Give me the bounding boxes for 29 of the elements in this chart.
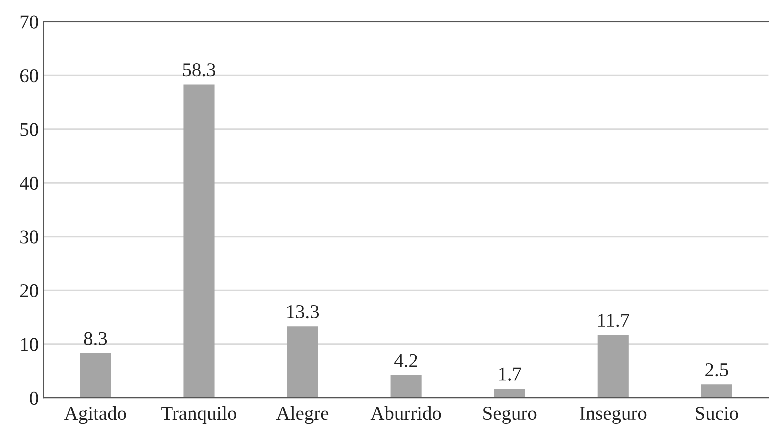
bar [494, 388, 526, 398]
bar [701, 384, 732, 398]
x-tick-label: Sucio [696, 407, 738, 420]
y-tick-label: 10 [21, 338, 38, 352]
y-tick-label: 50 [20, 123, 38, 136]
data-label: 4.2 [394, 354, 418, 368]
y-tick-label: 20 [20, 284, 38, 298]
bar [287, 326, 318, 398]
x-tick-label: Alegre [276, 406, 329, 424]
data-label: 8.3 [84, 332, 108, 346]
y-tick-label: 60 [20, 69, 38, 83]
data-label: 58.3 [183, 64, 216, 77]
data-label: 1.7 [499, 368, 522, 381]
x-tick-label: Inseguro [580, 407, 647, 424]
x-tick-label: Tranquilo [162, 406, 237, 424]
bar [390, 376, 422, 398]
bar [598, 335, 629, 398]
y-tick-label: 30 [20, 230, 38, 244]
y-tick-label: 70 [20, 16, 38, 29]
x-tick-label: Aburrido [370, 406, 442, 420]
data-label: 13.3 [287, 305, 320, 319]
bar [184, 84, 215, 398]
data-label: 2.5 [706, 363, 728, 377]
x-tick-label: Seguro [484, 407, 537, 424]
y-tick-label: 40 [20, 176, 38, 190]
data-label: 11.7 [598, 314, 630, 328]
x-tick-label: Agitado [64, 406, 126, 424]
y-tick-label: 0 [30, 392, 38, 406]
bar [80, 354, 112, 398]
